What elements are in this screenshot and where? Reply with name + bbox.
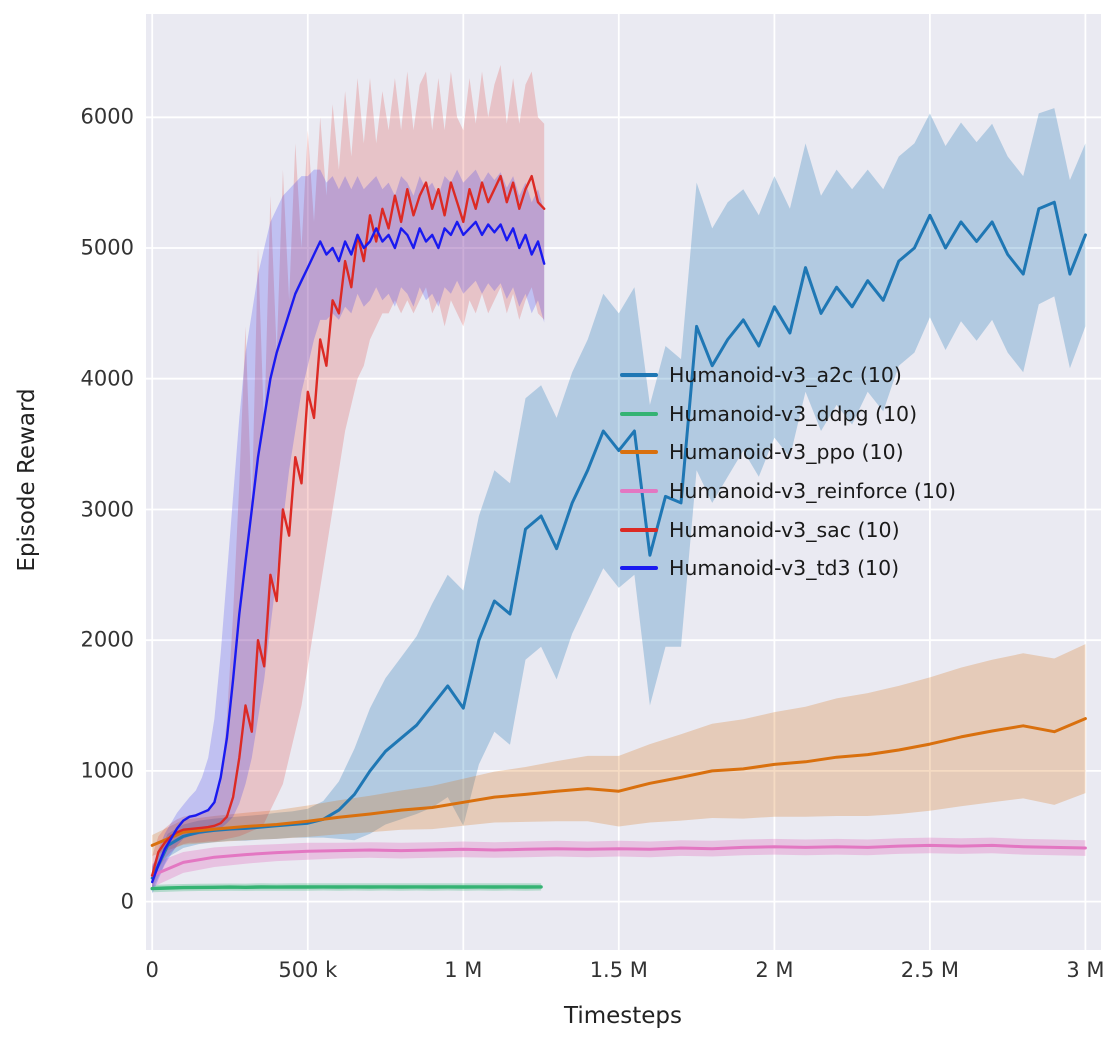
legend-swatch-td3 <box>620 566 658 571</box>
legend-swatch-ppo <box>620 450 658 455</box>
series-band-a2c <box>152 108 1086 890</box>
plot-area <box>146 14 1101 950</box>
legend-label: Humanoid-v3_ddpg (10) <box>669 401 918 426</box>
legend-swatch-reinforce <box>620 489 658 494</box>
series-band-sac <box>152 65 545 889</box>
series-line-a2c <box>150 200 1087 880</box>
legend-label: Humanoid-v3_a2c (10) <box>669 363 902 388</box>
series-line-reinforce <box>150 843 1087 877</box>
series-line-ppo <box>150 717 1087 847</box>
legend-label: Humanoid-v3_td3 (10) <box>669 556 900 581</box>
legend: Humanoid-v3_a2c (10) Humanoid-v3_ddpg (10… <box>620 356 956 588</box>
legend-label: Humanoid-v3_reinforce (10) <box>669 479 956 504</box>
legend-swatch-a2c <box>620 373 658 378</box>
legend-item-td3: Humanoid-v3_td3 (10) <box>620 549 956 588</box>
series-line-sac <box>151 174 546 877</box>
legend-label: Humanoid-v3_ppo (10) <box>669 440 904 465</box>
legend-item-sac: Humanoid-v3_sac (10) <box>620 510 956 549</box>
series-band-ppo <box>152 644 1086 856</box>
y-axis-label: Episode Reward <box>14 388 40 572</box>
legend-item-ppo: Humanoid-v3_ppo (10) <box>620 433 956 472</box>
legend-swatch-ddpg <box>620 411 658 416</box>
series-line-td3 <box>151 220 546 884</box>
series-band-td3 <box>152 169 545 894</box>
legend-item-reinforce: Humanoid-v3_reinforce (10) <box>620 472 956 511</box>
legend-label: Humanoid-v3_sac (10) <box>669 517 900 542</box>
series-layer <box>150 65 1087 894</box>
legend-item-a2c: Humanoid-v3_a2c (10) <box>620 356 956 395</box>
series-line-ddpg <box>150 885 543 891</box>
legend-item-ddpg: Humanoid-v3_ddpg (10) <box>620 395 956 434</box>
legend-swatch-sac <box>620 527 658 532</box>
x-axis-label: Timesteps <box>563 1003 683 1029</box>
